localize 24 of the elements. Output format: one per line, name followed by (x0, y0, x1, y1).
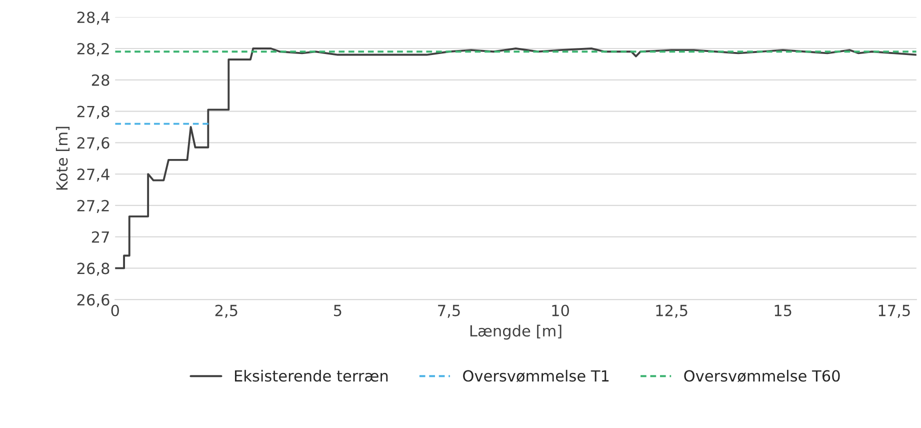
x-tick-label: 10 (552, 304, 569, 316)
line-series (115, 48, 916, 270)
x-tick-label: 17,5 (878, 304, 910, 318)
y-tick-label: 26,6 (77, 294, 110, 308)
y-axis-title: Kote [m] (56, 126, 70, 190)
x-tick-label: 2,5 (215, 304, 238, 318)
y-tick-label: 28,4 (77, 12, 110, 25)
legend-label: Oversvømmelse T1 (463, 370, 609, 382)
x-tick-label: 15 (774, 304, 792, 316)
x-tick-label: 7,5 (438, 304, 460, 318)
x-axis-title: Længde [m] (470, 324, 562, 340)
y-tick-label: 27 (92, 231, 109, 243)
x-tick-label: 5 (334, 304, 342, 316)
y-tick-label: 27,2 (77, 200, 109, 214)
y-tick-label: 28 (92, 74, 110, 86)
y-tick-label: 26,8 (77, 262, 110, 276)
y-tick-label: 27,6 (77, 137, 110, 150)
x-tick-label: 12,5 (656, 304, 688, 318)
legend-label: Eksisterende terræn (234, 370, 388, 382)
y-tick-label: 28,2 (77, 42, 109, 56)
x-tick-label: 0 (111, 304, 119, 316)
y-tick-label: 27,4 (77, 168, 110, 182)
y-tick-label: 27,8 (77, 106, 110, 119)
legend-label: Oversvømmelse T60 (684, 370, 840, 382)
